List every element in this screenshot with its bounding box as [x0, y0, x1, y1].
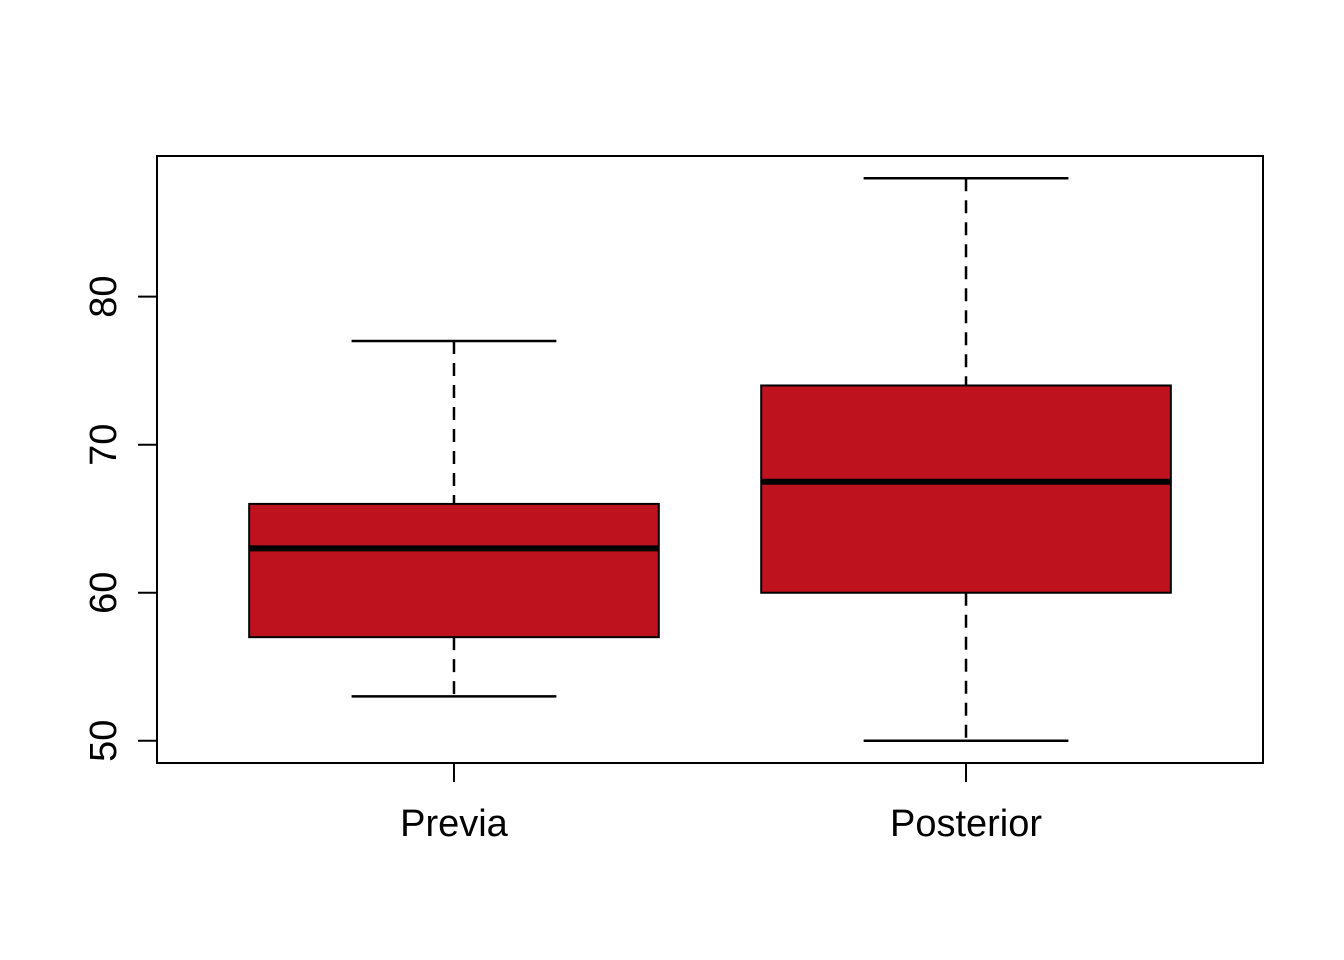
- y-axis-tick-label: 60: [83, 572, 125, 614]
- x-axis-category-label-posterior: Posterior: [890, 803, 1042, 845]
- box-previa-iqr: [248, 502, 660, 639]
- box-posterior-iqr: [760, 384, 1172, 594]
- x-axis-category-label-previa: Previa: [400, 803, 509, 845]
- y-axis-tick-label: 50: [83, 720, 125, 762]
- y-axis-tick-label: 80: [83, 276, 125, 318]
- y-axis-tick-label: 70: [83, 424, 125, 466]
- plot-border: [156, 155, 1264, 764]
